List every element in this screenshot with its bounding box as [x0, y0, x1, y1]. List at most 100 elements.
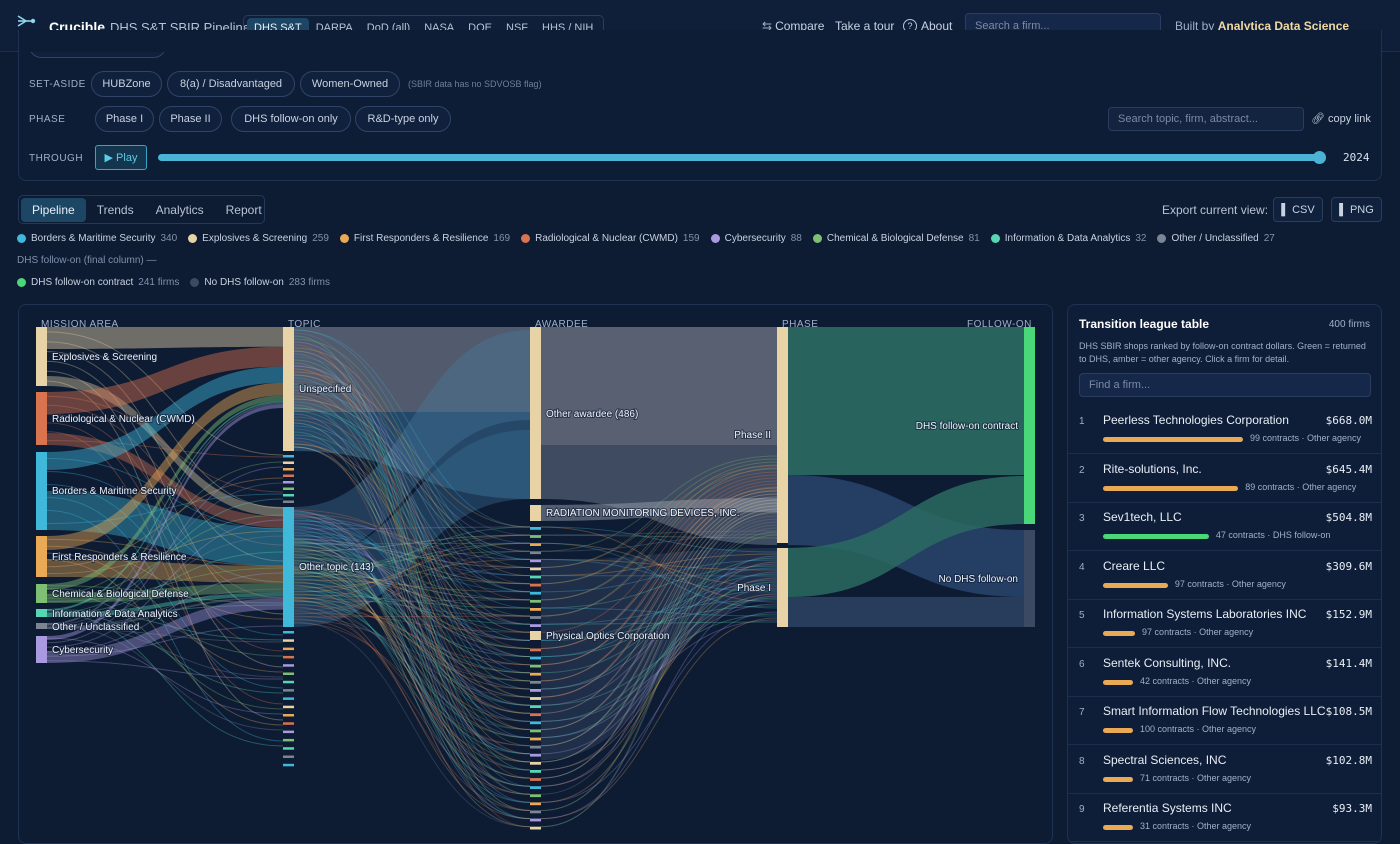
topic-node-small[interactable] — [283, 673, 294, 676]
play-button[interactable]: ▶ Play — [95, 145, 147, 170]
topic-node-small[interactable] — [283, 764, 294, 767]
awardee-node-small[interactable] — [530, 713, 541, 716]
topic-node-small[interactable] — [283, 468, 294, 471]
awardee-node-small[interactable] — [530, 673, 541, 676]
awardee-node-small[interactable] — [530, 559, 541, 562]
awardee-node-small[interactable] — [530, 721, 541, 724]
copy-link-button[interactable]: 🔗︎ copy link — [1311, 112, 1371, 125]
mission-node[interactable] — [36, 636, 47, 663]
awardee-node-small[interactable] — [530, 689, 541, 692]
awardee-node-small[interactable] — [530, 827, 541, 830]
topic-node-small[interactable] — [283, 639, 294, 642]
topic-node-small[interactable] — [283, 481, 294, 484]
awardee-node-other[interactable] — [530, 327, 541, 499]
tab-report[interactable]: Report — [215, 198, 273, 222]
awardee-node-small[interactable] — [530, 681, 541, 684]
chip-8a-disadvantaged[interactable]: 8(a) / Disadvantaged — [167, 71, 295, 97]
topic-node-small[interactable] — [283, 689, 294, 692]
awardee-node-small[interactable] — [530, 535, 541, 538]
topic-node-small[interactable] — [283, 494, 294, 497]
awardee-node-small[interactable] — [530, 802, 541, 805]
topic-node-small[interactable] — [283, 664, 294, 667]
mission-node[interactable] — [36, 452, 47, 530]
awardee-node-small[interactable] — [530, 746, 541, 749]
awardee-node-small[interactable] — [530, 819, 541, 822]
chip-dhs-followon-only[interactable]: DHS follow-on only — [231, 106, 351, 132]
chip-phase-2[interactable]: Phase II — [159, 106, 222, 132]
phase-node-1[interactable] — [777, 548, 788, 627]
sankey-link[interactable] — [788, 597, 1024, 627]
sankey-link[interactable] — [541, 327, 777, 445]
chip-rd-type-only[interactable]: R&D-type only — [355, 106, 451, 132]
awardee-node-small[interactable] — [530, 600, 541, 603]
tab-analytics[interactable]: Analytics — [145, 198, 215, 222]
followon-node-dhs[interactable] — [1024, 327, 1035, 524]
awardee-node-small[interactable] — [530, 649, 541, 652]
topic-node-small[interactable] — [283, 501, 294, 504]
awardee-node-small[interactable] — [530, 584, 541, 587]
awardee-node-small[interactable] — [530, 527, 541, 530]
topic-node-other[interactable] — [283, 507, 294, 627]
sankey-link[interactable] — [47, 327, 283, 349]
awardee-node-small[interactable] — [530, 705, 541, 708]
awardee-node-small[interactable] — [530, 794, 541, 797]
topic-node-small[interactable] — [283, 648, 294, 651]
awardee-node-small[interactable] — [530, 786, 541, 789]
tab-pipeline[interactable]: Pipeline — [21, 198, 86, 222]
awardee-node-small[interactable] — [530, 568, 541, 571]
awardee-node-poc[interactable] — [530, 631, 541, 640]
topic-node-small[interactable] — [283, 747, 294, 750]
year-slider-thumb[interactable] — [1313, 151, 1326, 164]
awardee-node-small[interactable] — [530, 551, 541, 554]
followon-node-none[interactable] — [1024, 530, 1035, 627]
topic-node-small[interactable] — [283, 455, 294, 458]
topic-node-small[interactable] — [283, 681, 294, 684]
awardee-node-small[interactable] — [530, 624, 541, 627]
mission-node[interactable] — [36, 609, 47, 617]
chip-phase-1[interactable]: Phase I — [95, 106, 154, 132]
awardee-node-rmd[interactable] — [530, 505, 541, 521]
awardee-node-small[interactable] — [530, 754, 541, 757]
export-csv-button[interactable]: ▌CSV — [1273, 197, 1323, 222]
mission-node[interactable] — [36, 623, 47, 629]
awardee-node-small[interactable] — [530, 543, 541, 546]
topic-node-small[interactable] — [283, 462, 294, 465]
topic-node-small[interactable] — [283, 488, 294, 491]
awardee-node-small[interactable] — [530, 770, 541, 773]
awardee-node-small[interactable] — [530, 697, 541, 700]
phase-node-2[interactable] — [777, 327, 788, 543]
chip-women-owned[interactable]: Women-Owned — [300, 71, 400, 97]
year-slider[interactable] — [158, 154, 1320, 161]
awardee-node-small[interactable] — [530, 576, 541, 579]
topic-node-small[interactable] — [283, 714, 294, 717]
awardee-node-small[interactable] — [530, 778, 541, 781]
topic-node-small[interactable] — [283, 697, 294, 700]
export-png-button[interactable]: ▌PNG — [1331, 197, 1382, 222]
topic-node-small[interactable] — [283, 656, 294, 659]
mission-node[interactable] — [36, 327, 47, 386]
topic-node-unspecified[interactable] — [283, 327, 294, 451]
topic-node-small[interactable] — [283, 706, 294, 709]
legend-item[interactable]: Radiological & Nuclear (CWMD)159 — [521, 233, 700, 244]
sankey-link-thin[interactable] — [47, 625, 283, 731]
awardee-node-small[interactable] — [530, 762, 541, 765]
topic-node-small[interactable] — [283, 475, 294, 478]
topic-node-small[interactable] — [283, 722, 294, 725]
awardee-node-small[interactable] — [530, 592, 541, 595]
chip-hubzone[interactable]: HUBZone — [91, 71, 162, 97]
